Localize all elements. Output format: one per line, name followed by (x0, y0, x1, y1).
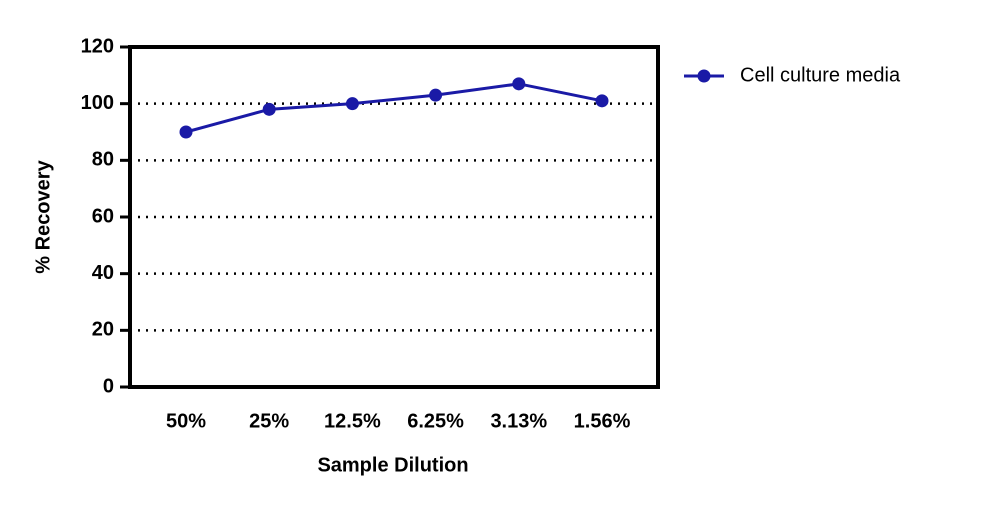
y-tick-label: 60 (92, 205, 114, 227)
x-axis-title: Sample Dilution (317, 454, 468, 476)
point (429, 88, 443, 102)
x-tick-label: 3.13% (490, 410, 547, 432)
x-tick-label: 50% (166, 410, 206, 432)
x-tick-label: 25% (249, 410, 289, 432)
y-tick-label: 40 (92, 262, 114, 284)
y-tick-label: 80 (92, 149, 114, 171)
legend-label: Cell culture media (740, 64, 901, 86)
y-axis-title: % Recovery (32, 159, 54, 273)
x-tick-label: 6.25% (407, 410, 464, 432)
x-tick-label: 1.56% (574, 410, 631, 432)
point (262, 102, 276, 116)
point (512, 77, 526, 91)
y-tick-label: 0 (103, 375, 114, 397)
x-tick-label: 12.5% (324, 410, 381, 432)
y-tick-label: 120 (81, 35, 114, 57)
legend-marker (697, 69, 711, 83)
point (179, 125, 193, 139)
plot-frame (128, 45, 660, 389)
series-line (185, 82, 603, 134)
y-tick-label: 20 (92, 319, 114, 341)
point (595, 94, 609, 108)
point (345, 97, 359, 111)
y-tick-label: 100 (81, 92, 114, 114)
